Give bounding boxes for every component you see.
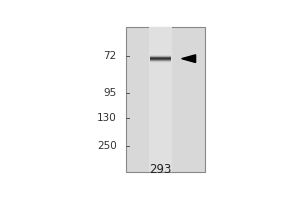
Bar [150,60,171,61]
Bar [150,55,171,56]
Bar [150,61,171,62]
Bar [150,56,171,57]
Text: 95: 95 [103,88,116,98]
Text: 72: 72 [103,51,116,61]
Polygon shape [182,55,196,62]
Bar [150,57,171,58]
Bar [149,27,172,172]
Text: 250: 250 [97,141,116,151]
Text: 130: 130 [97,113,116,123]
Bar [150,58,171,59]
Text: 293: 293 [149,163,172,176]
Bar [126,27,205,172]
Bar [150,59,171,60]
